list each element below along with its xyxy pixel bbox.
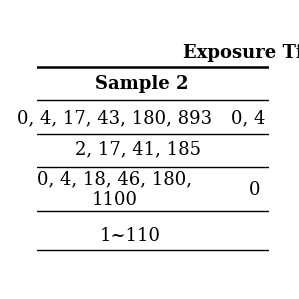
Text: 0: 0 <box>249 181 260 199</box>
Text: Sample 2: Sample 2 <box>95 75 189 93</box>
Text: 0, 4, 18, 46, 180,
1100: 0, 4, 18, 46, 180, 1100 <box>37 170 192 209</box>
Text: 1~110: 1~110 <box>100 227 161 245</box>
Text: Exposure Ti: Exposure Ti <box>183 44 299 62</box>
Text: 0, 4: 0, 4 <box>231 109 266 127</box>
Text: 0, 4, 17, 43, 180, 893: 0, 4, 17, 43, 180, 893 <box>17 109 212 127</box>
Text: 2, 17, 41, 185: 2, 17, 41, 185 <box>75 141 201 159</box>
